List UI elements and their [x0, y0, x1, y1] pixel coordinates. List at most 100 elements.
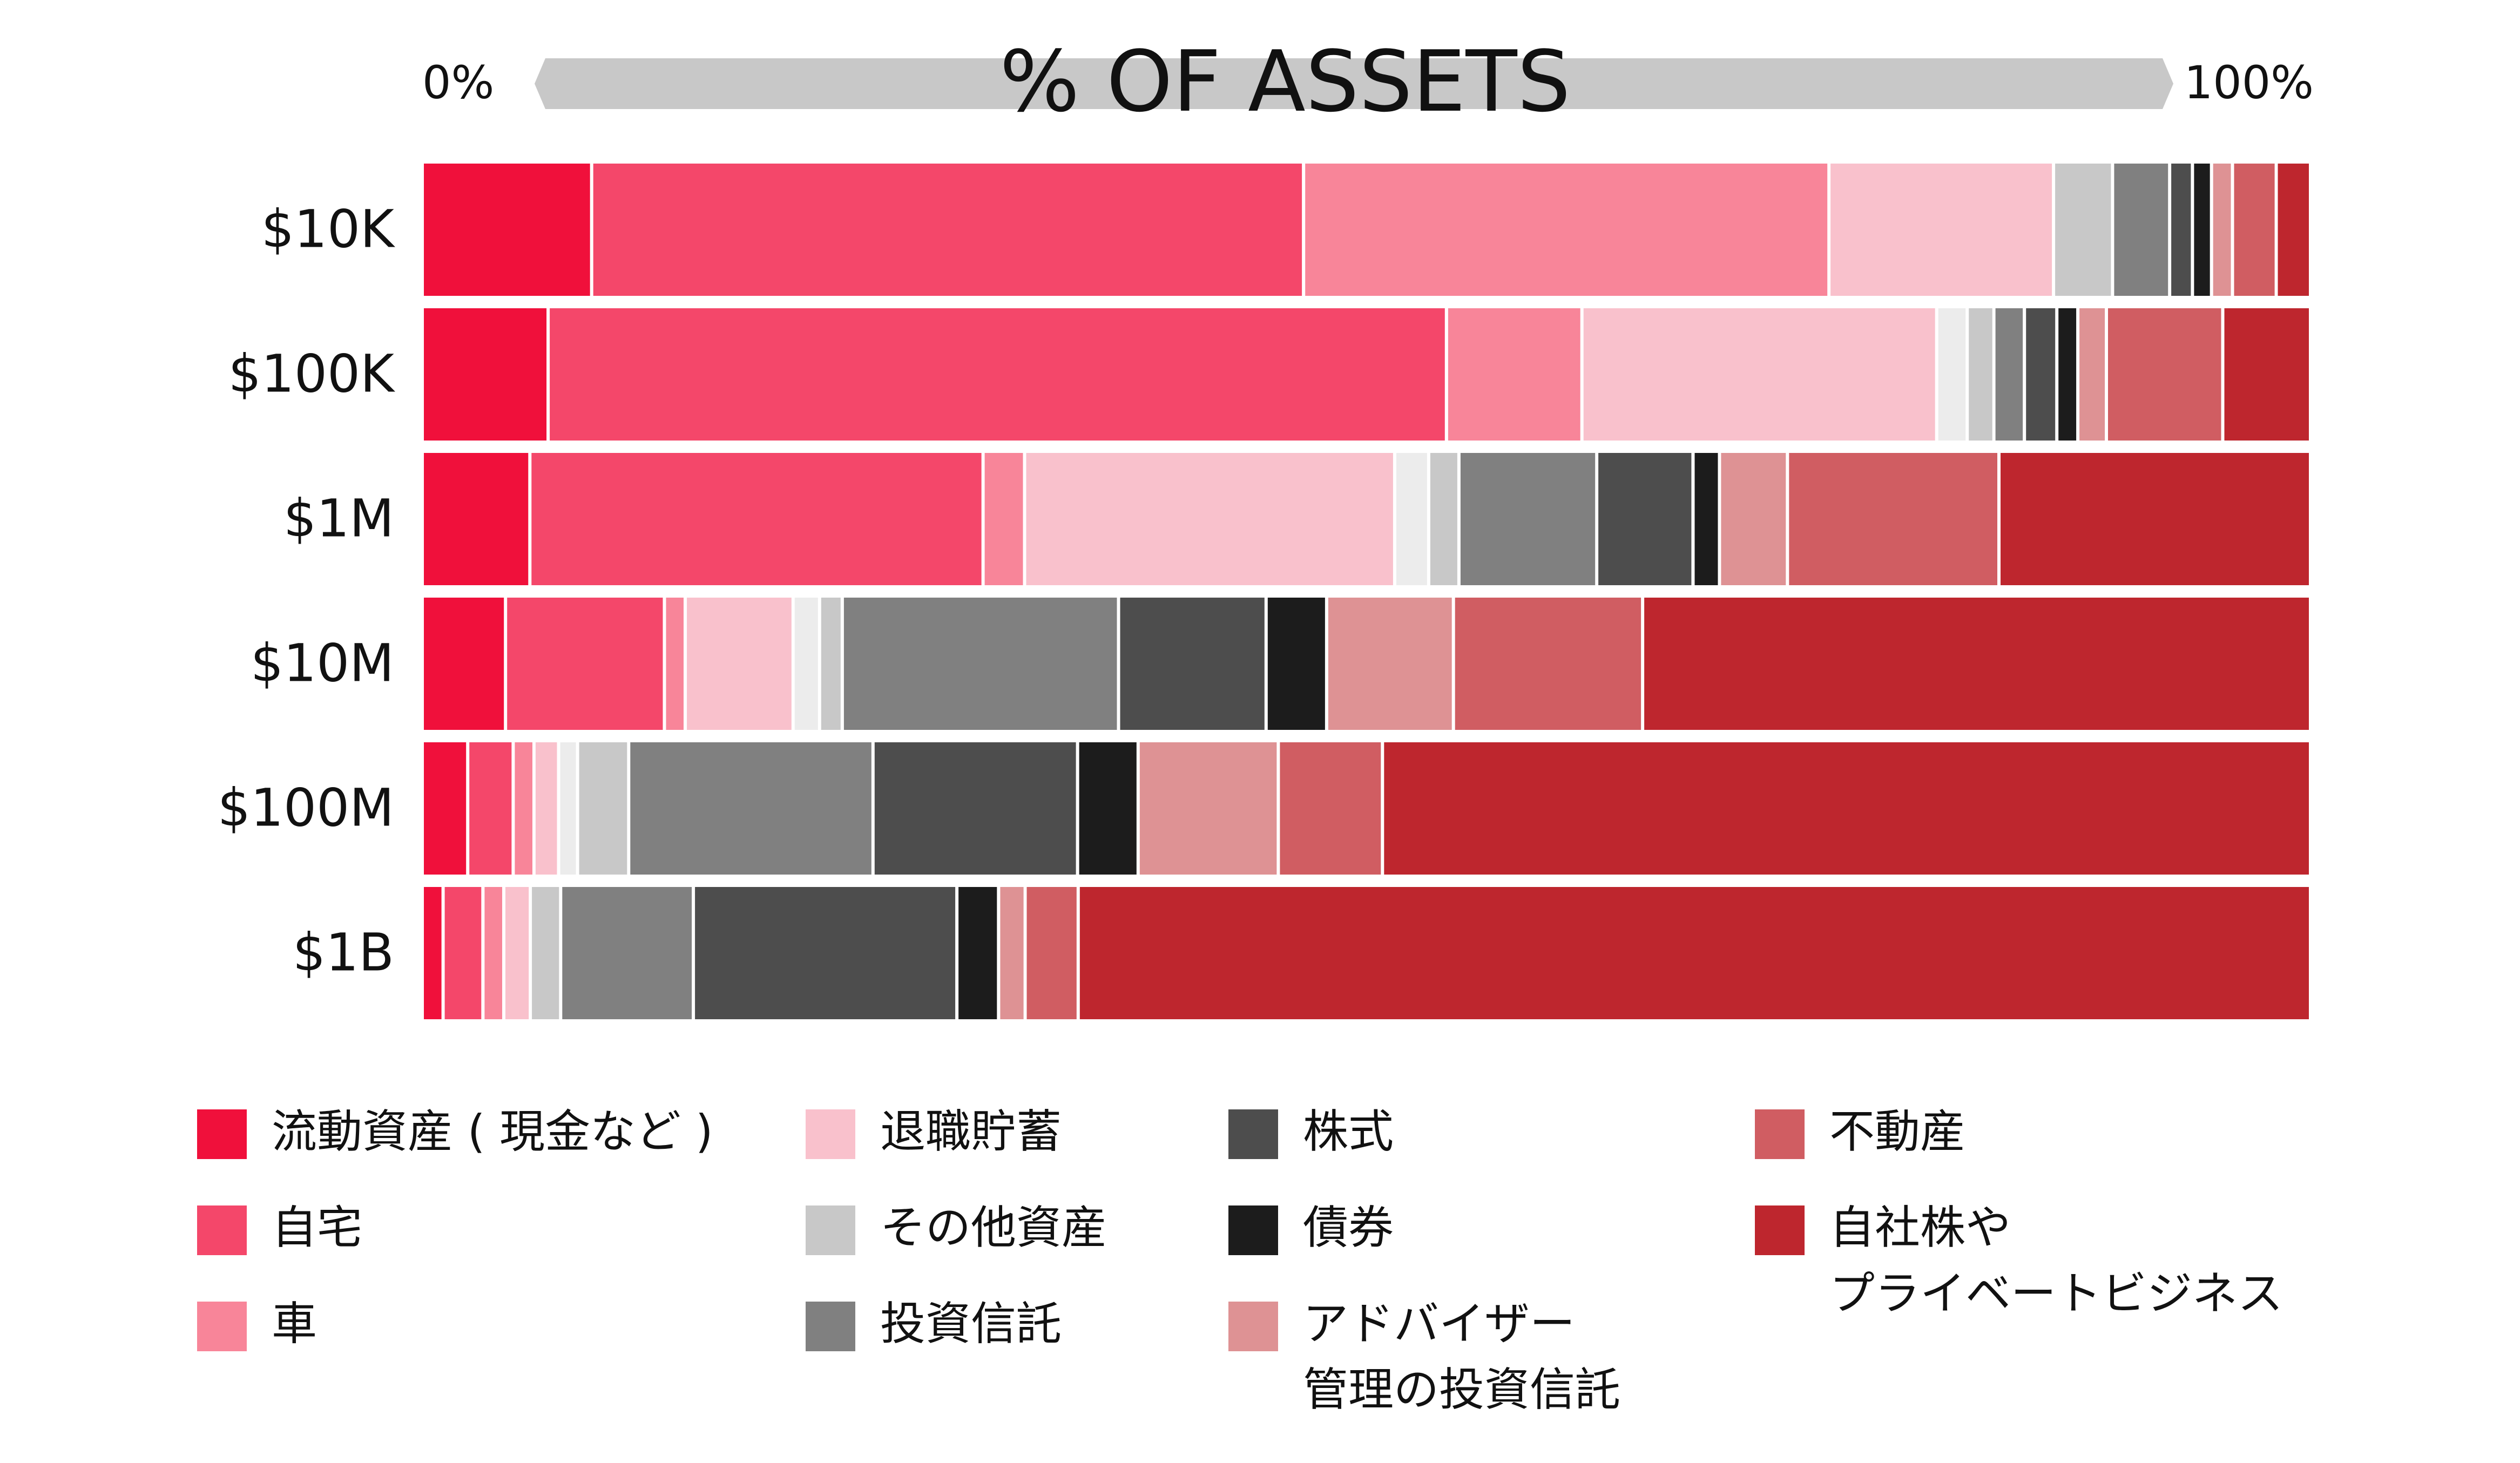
- legend-label: その他資産: [880, 1201, 1107, 1254]
- bar-segment: [535, 742, 557, 875]
- legend-swatch: [197, 1109, 247, 1159]
- legend-label: プライベートビジネス: [1829, 1267, 2283, 1320]
- axis-max-label: 100%: [2184, 56, 2314, 109]
- bar-segment: [424, 887, 442, 1019]
- bar-segment: [2194, 164, 2210, 296]
- legend-swatch: [197, 1302, 247, 1351]
- category-label: $10M: [251, 633, 394, 694]
- bar-segment: [1789, 453, 1997, 585]
- bar-segment: [1280, 742, 1381, 875]
- bar-segment: [1598, 453, 1692, 585]
- legend-label: 管理の投資信託: [1303, 1363, 1620, 1416]
- legend-swatch: [806, 1205, 855, 1255]
- bar-segment: [2026, 308, 2056, 441]
- bar-segment: [1430, 453, 1457, 585]
- bar-segment: [821, 598, 841, 730]
- chart-title: % OF ASSETS: [999, 32, 1571, 131]
- bar-segment: [984, 453, 1023, 585]
- bar-segment: [1384, 742, 2309, 875]
- bar-segment: [958, 887, 997, 1019]
- bar-segment: [484, 887, 502, 1019]
- axis-arrow: [535, 58, 2173, 109]
- bar-segment: [2171, 164, 2191, 296]
- category-label: $1M: [283, 489, 394, 549]
- legend-swatch: [806, 1302, 855, 1351]
- bar-segment: [1396, 453, 1427, 585]
- legend-item: 株式: [1228, 1105, 1394, 1159]
- bar-segment: [424, 598, 504, 730]
- legend-label: 債券: [1303, 1201, 1394, 1254]
- legend-item: 債券: [1228, 1201, 1394, 1255]
- bar-segment: [687, 598, 792, 730]
- bar-segment: [2055, 164, 2111, 296]
- bar-segment: [2001, 453, 2309, 585]
- bar-segment: [560, 742, 576, 875]
- bar-segment: [1644, 598, 2309, 730]
- legend-swatch: [197, 1205, 247, 1255]
- legend-item: 車: [197, 1297, 317, 1351]
- bar-segment: [843, 598, 1117, 730]
- legend-swatch: [806, 1109, 855, 1159]
- bar-segment: [444, 887, 482, 1019]
- legend-item: 退職貯蓄: [806, 1105, 1062, 1159]
- bar-segment: [579, 742, 627, 875]
- bar-segment: [2213, 164, 2231, 296]
- legend-swatch: [1755, 1109, 1805, 1159]
- legend-item: その他資産: [806, 1201, 1107, 1255]
- bar-segment: [505, 887, 529, 1019]
- axis-min-label: 0%: [422, 56, 494, 109]
- category-label: $1B: [293, 923, 394, 983]
- bar-segment: [1026, 453, 1393, 585]
- legend-swatch: [1228, 1205, 1278, 1255]
- bar-segment: [1026, 887, 1077, 1019]
- legend-label: 不動産: [1829, 1105, 1965, 1158]
- legend-label: 投資信託: [880, 1297, 1062, 1350]
- bar-segment: [1694, 453, 1718, 585]
- category-label: $100K: [228, 344, 395, 404]
- bar-segment: [2079, 308, 2105, 441]
- bar-segment: [2108, 308, 2221, 441]
- bar-segment: [550, 308, 1445, 441]
- bar-segment: [1455, 598, 1641, 730]
- axis-header: 0% 100% % OF ASSETS: [422, 32, 2314, 131]
- bar-segment: [424, 453, 529, 585]
- legend-label: 退職貯蓄: [880, 1105, 1062, 1158]
- bar-segment: [1448, 308, 1580, 441]
- bar-segment: [794, 598, 818, 730]
- bar-segment: [593, 164, 1302, 296]
- bar-segment: [531, 453, 982, 585]
- legend-label: 自社株や: [1829, 1201, 2011, 1254]
- legend-label: 車: [272, 1297, 317, 1350]
- bar-segment: [2224, 308, 2309, 441]
- bar-segment: [507, 598, 663, 730]
- bar-segment: [515, 742, 532, 875]
- bar-segment: [666, 598, 684, 730]
- bar-segment: [469, 742, 512, 875]
- bar-segment: [1460, 453, 1596, 585]
- legend-label: 自宅: [272, 1201, 362, 1254]
- bar-segment: [424, 164, 590, 296]
- legend-label: 流動資産 ( 現金など ): [272, 1105, 713, 1158]
- bar-segment: [1830, 164, 2052, 296]
- legend-item: 不動産: [1755, 1105, 1965, 1159]
- bar-segment: [1120, 598, 1265, 730]
- legend-swatch: [1755, 1205, 1805, 1255]
- legend-swatch: [1228, 1302, 1278, 1351]
- bar-segment: [1079, 887, 2309, 1019]
- bar-segment: [2278, 164, 2309, 296]
- bar-segment: [1139, 742, 1277, 875]
- bar-segment: [2058, 308, 2077, 441]
- legend-item: 自宅: [197, 1201, 362, 1255]
- legend-swatch: [1228, 1109, 1278, 1159]
- bar-segment: [874, 742, 1076, 875]
- category-label: $100M: [218, 778, 394, 838]
- legend-item: 流動資産 ( 現金など ): [197, 1105, 713, 1159]
- bar-segment: [1995, 308, 2023, 441]
- bar-segment: [532, 887, 559, 1019]
- legend-item: 投資信託: [806, 1297, 1062, 1351]
- bar-segment: [1305, 164, 1828, 296]
